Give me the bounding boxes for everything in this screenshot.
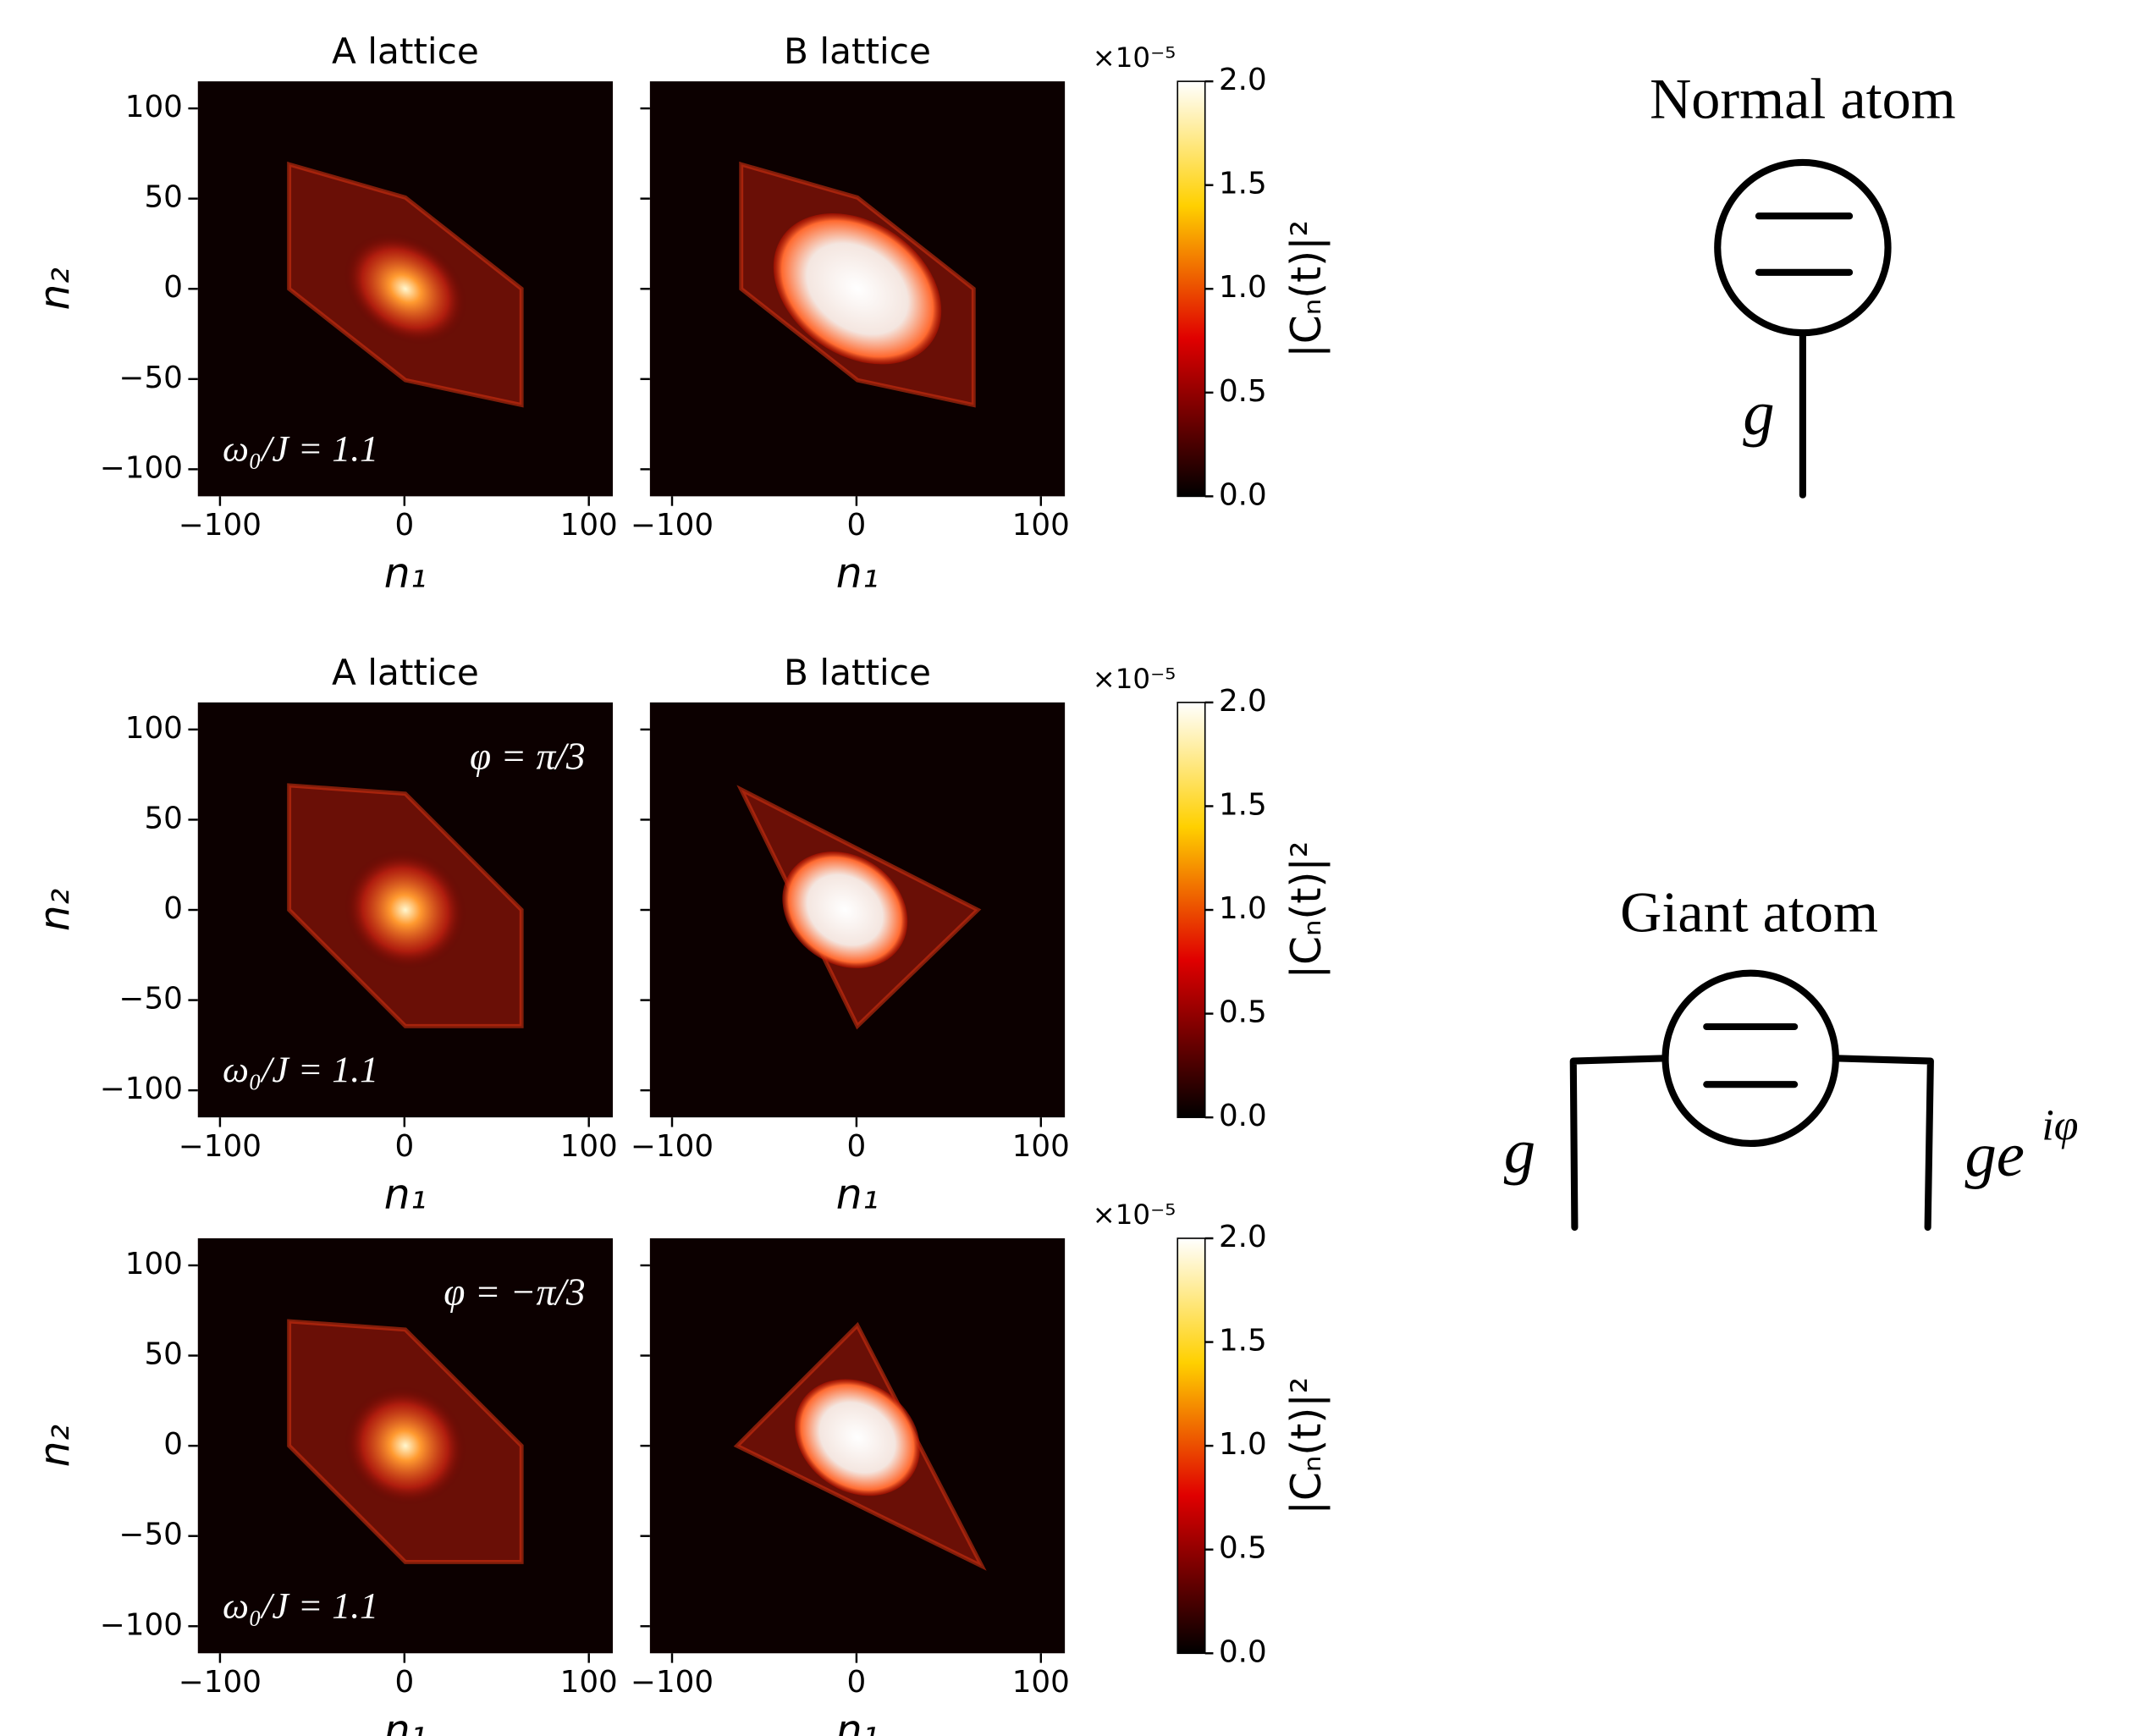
figure: Normal atom g Giant atom g ge iφ A latti… [0, 0, 2138, 1736]
x-tick-label: −100 [631, 508, 714, 543]
annotation: φ = −π/3 [444, 1270, 585, 1314]
x-tick-label: 100 [560, 508, 618, 543]
colorbar-label: |Cₙ(t)|² [1283, 1377, 1331, 1515]
x-axis-label: n₁ [384, 1706, 427, 1736]
y-tick-label: 100 [125, 90, 183, 124]
y-tick-label: 0 [163, 891, 183, 926]
colorbar-tick-label: 2.0 [1219, 63, 1267, 97]
y-tick-label: −100 [100, 1072, 183, 1106]
y-tick-label: −50 [119, 361, 183, 395]
diagram-title: Normal atom [1650, 66, 1956, 130]
colorbar-tick-label: 1.5 [1219, 167, 1267, 201]
y-axis-label: n₂ [31, 889, 79, 931]
colorbar-tick-label: 2.0 [1219, 684, 1267, 719]
x-tick-label: 0 [394, 1665, 414, 1700]
y-axis-label: n₂ [31, 267, 79, 310]
y-tick-label: 50 [144, 180, 182, 215]
y-tick-label: −100 [100, 450, 183, 485]
colorbar-tick-label: 0.0 [1219, 1634, 1267, 1669]
x-tick-label: 100 [1012, 508, 1070, 543]
y-tick-label: 100 [125, 1247, 183, 1281]
x-tick-label: 100 [560, 1129, 618, 1164]
colorbar-label: |Cₙ(t)|² [1283, 841, 1331, 979]
x-tick-label: −100 [631, 1129, 714, 1164]
colorbar-tick-label: 0.0 [1219, 1099, 1267, 1133]
coupling-leg [1836, 1058, 1931, 1227]
x-axis-label: n₁ [836, 550, 879, 598]
colorbar [1177, 703, 1204, 1117]
atom-circle [1717, 163, 1887, 333]
x-axis-label: n₁ [384, 550, 427, 598]
x-axis-label: n₁ [384, 1171, 427, 1218]
panel-title: B lattice [784, 652, 931, 693]
x-axis-label: n₁ [836, 1706, 879, 1736]
x-tick-label: 100 [560, 1665, 618, 1700]
colorbar-tick-label: 1.5 [1219, 787, 1267, 822]
coupling-label: ge [1964, 1120, 2024, 1190]
panel-title: A lattice [332, 652, 479, 693]
x-tick-label: −100 [179, 1665, 262, 1700]
colorbar-multiplier: ×10⁻⁵ [1093, 663, 1176, 695]
x-tick-label: 0 [394, 1129, 414, 1164]
y-tick-label: 50 [144, 801, 182, 835]
panel-title: B lattice [784, 30, 931, 72]
x-tick-label: −100 [631, 1665, 714, 1700]
y-tick-label: 0 [163, 270, 183, 305]
x-tick-label: 0 [847, 1129, 867, 1164]
colorbar-tick-label: 1.0 [1219, 1427, 1267, 1462]
colorbar-tick-label: 0.5 [1219, 374, 1267, 409]
atom-circle [1666, 973, 1836, 1144]
colorbar-tick-label: 2.0 [1219, 1220, 1267, 1254]
coupling-label: g [1504, 1116, 1535, 1186]
x-tick-label: −100 [179, 508, 262, 543]
x-tick-label: 100 [1012, 1129, 1070, 1164]
x-tick-label: 100 [1012, 1665, 1070, 1700]
annotation: ω₀/J = 1.1 [223, 1585, 378, 1626]
coupling-label: g [1743, 378, 1774, 449]
colorbar-tick-label: 1.5 [1219, 1324, 1267, 1358]
giant-atom [1573, 973, 1931, 1227]
colorbar [1177, 81, 1204, 496]
annotation: ω₀/J = 1.1 [223, 428, 378, 469]
colorbar [1177, 1238, 1204, 1653]
colorbar-tick-label: 0.5 [1219, 995, 1267, 1030]
y-tick-label: 0 [163, 1427, 183, 1462]
x-axis-label: n₁ [836, 1171, 879, 1218]
coupling-leg [1573, 1058, 1666, 1227]
x-tick-label: 0 [847, 508, 867, 543]
coupling-exponent: iφ [2042, 1102, 2078, 1150]
y-tick-label: −50 [119, 1518, 183, 1552]
y-tick-label: 50 [144, 1337, 182, 1372]
colorbar-multiplier: ×10⁻⁵ [1093, 1199, 1176, 1231]
colorbar-tick-label: 1.0 [1219, 891, 1267, 926]
diagram-title: Giant atom [1620, 879, 1878, 944]
y-axis-label: n₂ [31, 1425, 79, 1467]
x-tick-label: 0 [394, 508, 414, 543]
colorbar-multiplier: ×10⁻⁵ [1093, 41, 1176, 74]
x-tick-label: 0 [847, 1665, 867, 1700]
panel-title: A lattice [332, 30, 479, 72]
colorbar-tick-label: 0.0 [1219, 477, 1267, 512]
x-tick-label: −100 [179, 1129, 262, 1164]
y-tick-label: −50 [119, 982, 183, 1017]
annotation: φ = π/3 [470, 735, 586, 778]
y-tick-label: 100 [125, 711, 183, 746]
colorbar-label: |Cₙ(t)|² [1283, 220, 1331, 358]
colorbar-tick-label: 0.5 [1219, 1531, 1267, 1566]
colorbar-tick-label: 1.0 [1219, 270, 1267, 305]
y-tick-label: −100 [100, 1607, 183, 1642]
annotation: ω₀/J = 1.1 [223, 1050, 378, 1090]
